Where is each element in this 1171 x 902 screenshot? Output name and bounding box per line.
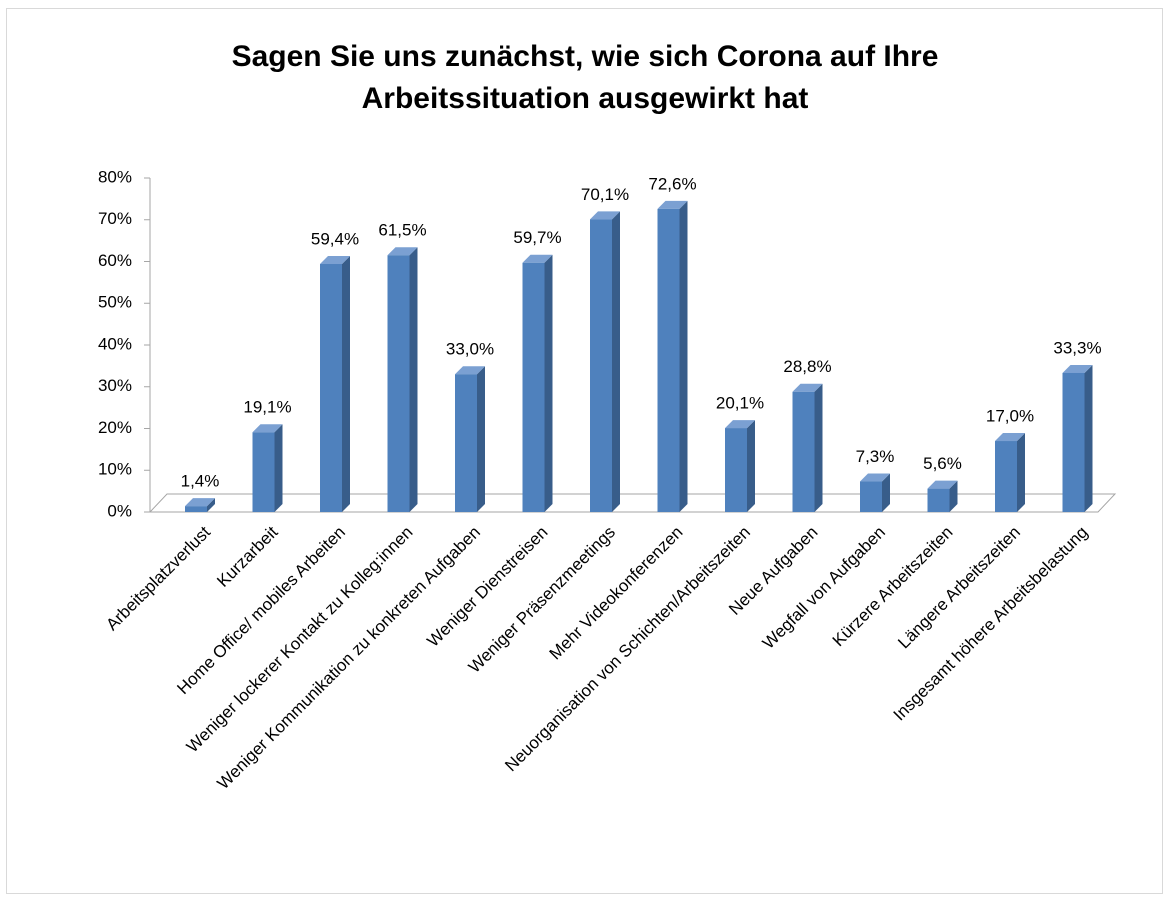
value-label: 20,1% [716,394,764,413]
x-tick-label: Wegfall von Aufgaben [759,523,889,653]
bar-top [320,256,350,265]
x-tick-label: Neuorganisation von Schichten/Arbeitszei… [501,523,754,776]
value-label: 72,6% [648,174,696,193]
bar [927,488,950,512]
value-label: 5,6% [923,454,962,473]
bar-top [522,254,553,263]
bar [657,208,680,512]
bar [185,506,207,512]
bar [995,441,1017,512]
bar-side [1017,433,1025,512]
bar-side [814,383,823,512]
floor [148,493,1117,513]
bar-top [792,383,823,392]
value-label: 61,5% [378,221,426,240]
y-tick-label: 30% [98,376,132,395]
bar [252,432,275,512]
chart-title: Sagen Sie uns zunächst, wie sich Corona … [231,40,939,115]
value-label: 1,4% [181,472,220,491]
bar [320,264,342,512]
value-label: 70,1% [581,185,629,204]
bar-top [590,211,620,220]
bar-side [409,247,418,513]
bar-side [949,480,958,512]
value-label: 59,4% [311,229,359,248]
x-tick-label: Weniger Dienstreisen [423,523,551,651]
x-tick-label: Kurzarbeit [213,522,281,590]
bar-side [342,256,350,512]
value-label: 59,7% [513,228,561,247]
y-tick-label: 50% [98,293,132,312]
bar [522,262,545,512]
bar-side [679,200,688,512]
bar-top [387,247,418,256]
value-label: 33,3% [1053,338,1101,357]
bar-side [544,254,553,512]
bar-side [882,473,890,512]
bar-top [927,480,958,489]
bar-side [612,211,620,512]
bar-side [274,424,283,512]
bar-top [860,473,890,482]
bar-side [1084,364,1093,512]
bar-side [207,498,215,512]
bar [860,481,882,512]
y-tick-label: 70% [98,209,132,228]
y-tick-label: 40% [98,334,132,353]
bar [387,255,410,513]
bar-top [252,424,283,433]
y-tick-label: 80% [98,167,132,186]
y-tick-label: 60% [98,251,132,270]
bar-top [725,420,755,429]
bar-top [657,200,688,209]
y-tick-label: 0% [107,501,132,520]
value-label: 33,0% [446,340,494,359]
bar-top [1062,364,1093,373]
bar-top [185,498,215,507]
value-label: 19,1% [243,398,291,417]
value-label: 17,0% [986,407,1034,426]
bar [792,391,815,512]
y-tick-label: 20% [98,418,132,437]
x-tick-label: Arbeitsplatzverlust [102,522,214,634]
bar-side [477,366,485,512]
bar [1062,372,1085,512]
x-tick-label: Längere Arbeitszeiten [894,523,1024,653]
bar [590,219,612,512]
bar-top [455,366,485,375]
bar-side [747,420,755,512]
x-tick-label: Kürzere Arbeitszeiten [829,523,957,651]
chart-frame [6,8,1163,894]
value-label: 7,3% [856,447,895,466]
bar [725,428,747,512]
bar [455,374,477,512]
value-label: 28,8% [783,357,831,376]
y-tick-label: 10% [98,460,132,479]
x-tick-label: Mehr Videokonferenzen [546,523,687,664]
bar-top [995,433,1025,442]
